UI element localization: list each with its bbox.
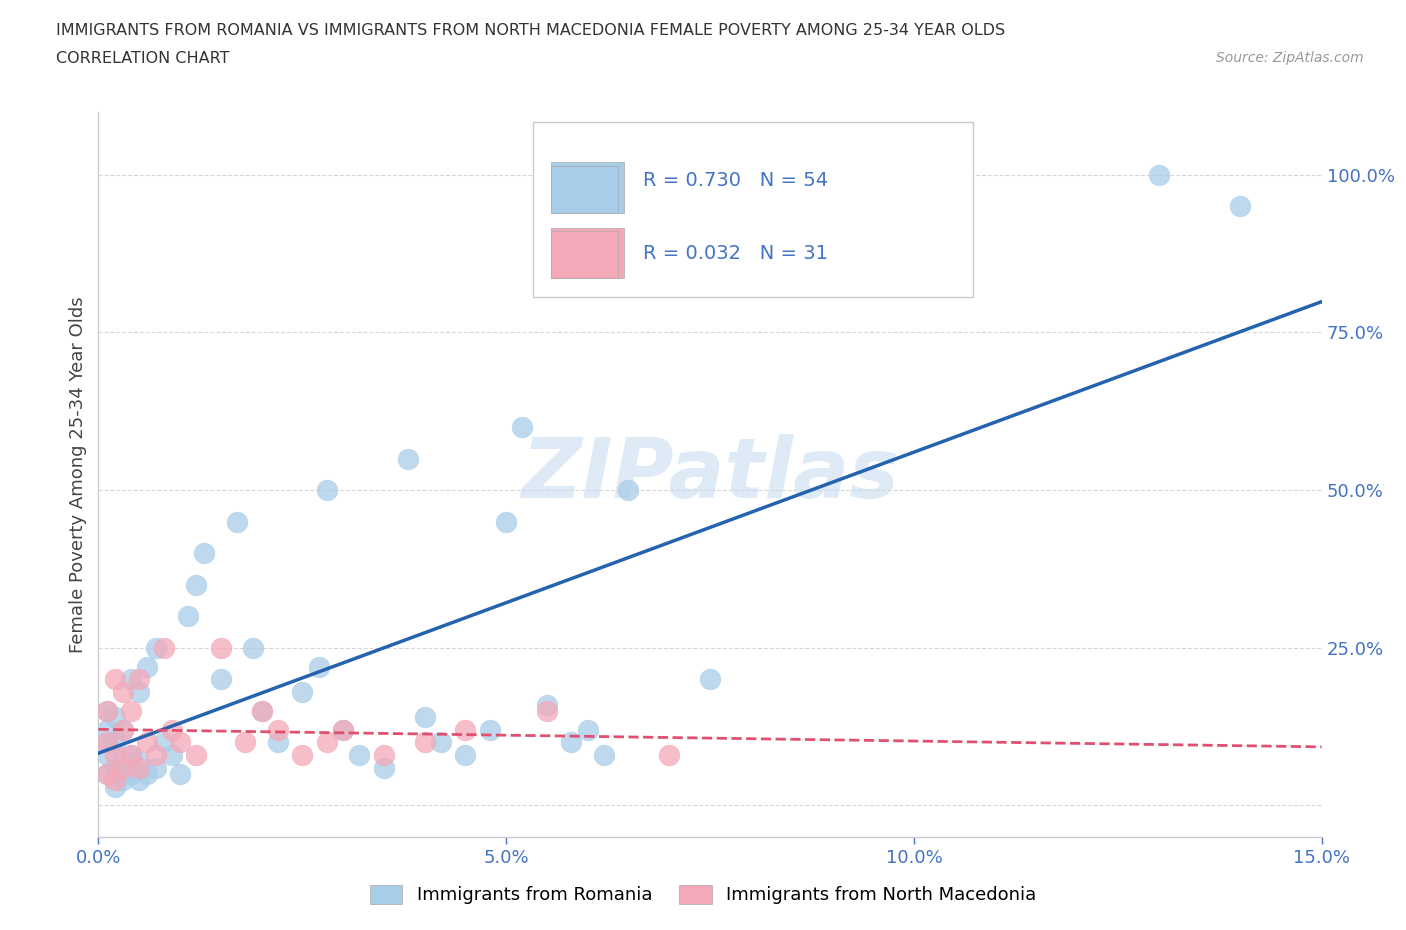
Text: IMMIGRANTS FROM ROMANIA VS IMMIGRANTS FROM NORTH MACEDONIA FEMALE POVERTY AMONG : IMMIGRANTS FROM ROMANIA VS IMMIGRANTS FR… [56, 23, 1005, 38]
Point [242, 641, 264, 656]
Point [1229, 199, 1251, 214]
Point [454, 748, 477, 763]
Point [96, 766, 118, 781]
Point [512, 419, 534, 434]
Point [315, 483, 337, 498]
Point [136, 659, 159, 674]
Point [332, 723, 354, 737]
Point [332, 723, 354, 737]
Point [291, 748, 314, 763]
Point [96, 735, 118, 750]
Point [111, 723, 134, 737]
Point [104, 748, 127, 763]
Legend: Immigrants from Romania, Immigrants from North Macedonia: Immigrants from Romania, Immigrants from… [363, 878, 1043, 911]
Point [413, 735, 436, 750]
Point [658, 748, 681, 763]
Point [128, 671, 150, 686]
Point [209, 641, 232, 656]
Point [160, 723, 183, 737]
Point [536, 703, 558, 718]
Point [96, 766, 118, 781]
Point [136, 766, 159, 781]
Point [373, 760, 395, 775]
Point [349, 748, 371, 763]
FancyBboxPatch shape [551, 232, 619, 278]
Point [186, 578, 208, 592]
FancyBboxPatch shape [551, 163, 624, 213]
Point [128, 754, 150, 769]
Point [267, 735, 290, 750]
Point [104, 671, 127, 686]
Point [291, 684, 314, 699]
Point [576, 723, 599, 737]
Point [1147, 167, 1170, 182]
Point [308, 659, 330, 674]
Point [430, 735, 453, 750]
Point [177, 609, 200, 624]
Point [536, 698, 558, 712]
Point [250, 703, 273, 718]
Point [120, 748, 142, 763]
Point [315, 735, 337, 750]
Point [233, 735, 256, 750]
FancyBboxPatch shape [551, 166, 619, 213]
Point [104, 773, 127, 788]
Point [145, 760, 167, 775]
Point [209, 671, 232, 686]
Point [111, 773, 134, 788]
Point [136, 735, 159, 750]
Point [111, 754, 134, 769]
Point [120, 671, 142, 686]
Text: R = 0.730   N = 54: R = 0.730 N = 54 [643, 171, 828, 190]
Point [454, 723, 477, 737]
Point [96, 748, 118, 763]
Y-axis label: Female Poverty Among 25-34 Year Olds: Female Poverty Among 25-34 Year Olds [69, 296, 87, 653]
Point [413, 710, 436, 724]
Point [96, 723, 118, 737]
Text: Source: ZipAtlas.com: Source: ZipAtlas.com [1216, 51, 1364, 65]
Point [128, 760, 150, 775]
FancyBboxPatch shape [533, 123, 973, 297]
Point [111, 760, 134, 775]
Text: R = 0.032   N = 31: R = 0.032 N = 31 [643, 244, 828, 262]
Point [396, 451, 419, 466]
Point [250, 703, 273, 718]
Point [104, 760, 127, 775]
Point [169, 735, 191, 750]
Point [120, 748, 142, 763]
Point [152, 641, 174, 656]
Point [267, 723, 290, 737]
Point [373, 748, 395, 763]
Point [120, 703, 142, 718]
Point [145, 748, 167, 763]
Point [699, 671, 721, 686]
Point [193, 546, 215, 561]
FancyBboxPatch shape [551, 228, 624, 278]
Point [152, 735, 174, 750]
Point [128, 684, 150, 699]
Point [145, 641, 167, 656]
Point [226, 514, 249, 529]
Point [111, 723, 134, 737]
Text: CORRELATION CHART: CORRELATION CHART [56, 51, 229, 66]
Point [560, 735, 582, 750]
Point [186, 748, 208, 763]
Point [128, 773, 150, 788]
Point [495, 514, 517, 529]
Point [617, 483, 640, 498]
Point [96, 703, 118, 718]
Point [104, 735, 127, 750]
Text: ZIPatlas: ZIPatlas [522, 433, 898, 515]
Point [593, 748, 616, 763]
Point [96, 735, 118, 750]
Point [169, 766, 191, 781]
Point [478, 723, 501, 737]
Point [96, 703, 118, 718]
Point [111, 684, 134, 699]
Point [104, 779, 127, 794]
Point [160, 748, 183, 763]
Point [120, 766, 142, 781]
Point [104, 710, 127, 724]
